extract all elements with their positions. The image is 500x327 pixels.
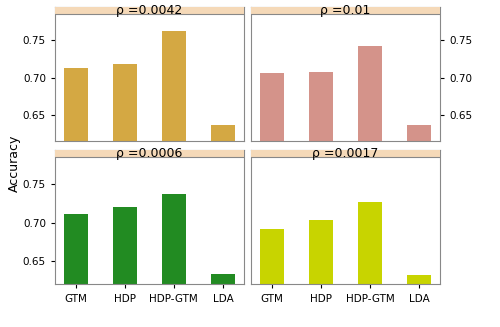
Bar [358, 202, 382, 327]
Bar [309, 72, 334, 327]
Bar [358, 45, 382, 327]
Bar [55, 149, 244, 157]
Bar [407, 275, 432, 327]
Bar [252, 149, 440, 157]
Text: ρ =0.01: ρ =0.01 [320, 4, 371, 17]
Bar [162, 194, 186, 327]
Bar [55, 7, 244, 14]
Text: ρ =0.0042: ρ =0.0042 [116, 4, 182, 17]
Bar [64, 214, 88, 327]
Bar [162, 31, 186, 327]
Bar [112, 207, 137, 327]
Text: ρ =0.0017: ρ =0.0017 [312, 147, 379, 160]
Text: Accuracy: Accuracy [8, 135, 20, 192]
Bar [64, 68, 88, 327]
Bar [260, 73, 284, 327]
Bar [252, 7, 440, 14]
Bar [407, 125, 432, 327]
Bar [210, 125, 235, 327]
Bar [260, 229, 284, 327]
Text: ρ =0.0006: ρ =0.0006 [116, 147, 182, 160]
Bar [309, 220, 334, 327]
Bar [210, 274, 235, 327]
Bar [112, 64, 137, 327]
